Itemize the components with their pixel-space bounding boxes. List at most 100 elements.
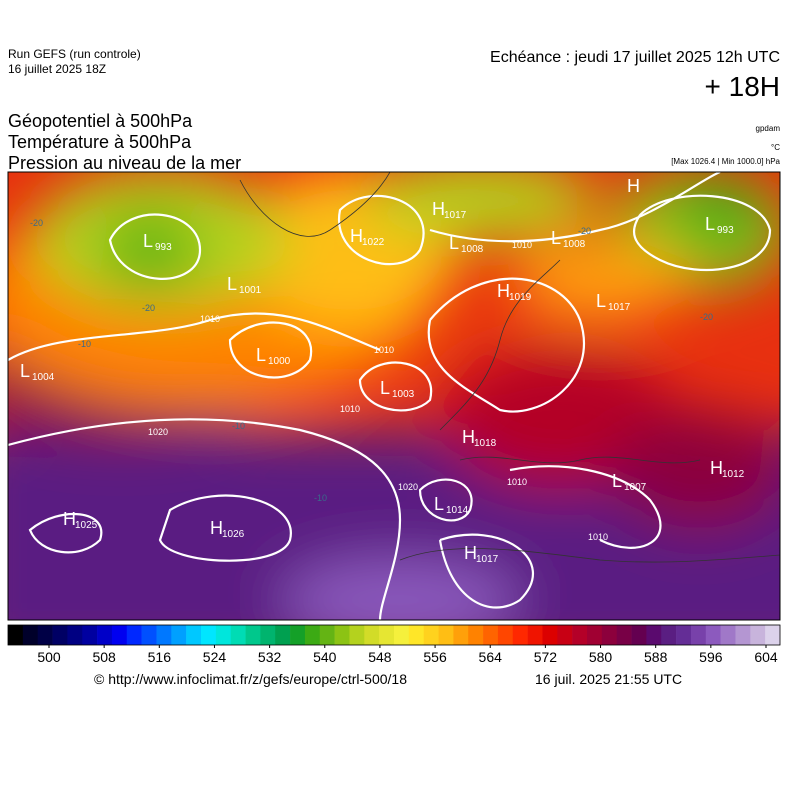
colorbar-tick-label: 580 xyxy=(589,649,613,665)
colorbar-swatch xyxy=(438,625,454,645)
pressure-value: 1017 xyxy=(444,210,467,221)
colorbar-tick-label: 516 xyxy=(148,649,172,665)
pressure-value: 993 xyxy=(717,225,734,236)
pressure-value: 1008 xyxy=(563,239,586,250)
colorbar-swatch xyxy=(141,625,157,645)
colorbar-swatch xyxy=(260,625,276,645)
colorbar-swatch xyxy=(423,625,439,645)
colorbar-tick-label: 588 xyxy=(644,649,668,665)
temperature-label: -10 xyxy=(78,339,91,349)
colorbar-swatch xyxy=(349,625,365,645)
pressure-center: H 1017 xyxy=(464,543,499,565)
colorbar-swatch xyxy=(275,625,291,645)
colorbar-tick-label: 508 xyxy=(92,649,116,665)
colorbar-swatch xyxy=(67,625,83,645)
isobar-label: 1020 xyxy=(148,427,168,437)
pressure-symbol: L xyxy=(596,291,606,311)
pressure-center: L 993 xyxy=(143,231,172,253)
colorbar-tick-label: 604 xyxy=(754,649,778,665)
colorbar-tick-label: 564 xyxy=(479,649,503,665)
pressure-value: 1022 xyxy=(362,237,385,248)
pressure-center: L 1017 xyxy=(596,291,631,313)
pressure-center: H xyxy=(627,176,640,196)
colorbar-swatch xyxy=(750,625,766,645)
colorbar-swatch xyxy=(587,625,603,645)
colorbar-swatch xyxy=(304,625,321,645)
colorbar-swatch xyxy=(646,625,662,645)
pressure-symbol: L xyxy=(551,228,561,248)
pressure-symbol: L xyxy=(380,378,390,398)
temperature-label: -10 xyxy=(314,493,327,503)
pressure-symbol: H xyxy=(210,518,223,538)
colorbar-swatch xyxy=(616,625,632,645)
colorbar-tick-label: 540 xyxy=(313,649,337,665)
pressure-value: 1008 xyxy=(461,244,484,255)
pressure-symbol: H xyxy=(432,199,445,219)
colorbar-swatch xyxy=(379,625,395,645)
colorbar-swatch xyxy=(690,625,707,645)
pressure-value: 1001 xyxy=(239,285,262,296)
colorbar-swatch xyxy=(527,625,543,645)
pressure-value: 1026 xyxy=(222,529,245,540)
colorbar-tick-label: 548 xyxy=(368,649,392,665)
pressure-center: L 993 xyxy=(705,214,734,236)
title: Température à 500hPa xyxy=(8,132,192,152)
colorbar-swatch xyxy=(453,625,469,645)
title: Géopotentiel à 500hPa xyxy=(8,111,193,131)
colorbar-swatch xyxy=(334,625,350,645)
pressure-center: H 1012 xyxy=(710,458,745,480)
temperature-label: -10 xyxy=(232,421,245,431)
pressure-symbol: L xyxy=(143,231,153,251)
colorbar-swatch xyxy=(483,625,499,645)
colorbar-swatch xyxy=(201,625,217,645)
isobar-label: 1010 xyxy=(512,240,532,250)
pressure-symbol: H xyxy=(710,458,723,478)
pressure-symbol: H xyxy=(462,427,475,447)
unit: [Max 1026.4 | Min 1000.0] hPa xyxy=(671,157,780,166)
colorbar-swatch xyxy=(394,625,410,645)
colorbar-swatch xyxy=(126,625,142,645)
pressure-center: H 1022 xyxy=(350,226,385,248)
colorbar-swatch xyxy=(171,625,187,645)
colorbar-swatch xyxy=(37,625,53,645)
map xyxy=(8,172,780,620)
pressure-symbol: L xyxy=(227,274,237,294)
pressure-symbol: L xyxy=(612,471,622,491)
pressure-center: H 1019 xyxy=(497,281,532,303)
source: © http://www.infoclimat.fr/z/gefs/europe… xyxy=(94,671,407,687)
pressure-value: 1019 xyxy=(509,292,532,303)
pressure-value: 1012 xyxy=(722,469,745,480)
colorbar-swatch xyxy=(572,625,588,645)
pressure-value: 1017 xyxy=(608,302,631,313)
title: Pression au niveau de la mer xyxy=(8,153,241,173)
colorbar-frame xyxy=(7,624,781,646)
pressure-symbol: H xyxy=(627,176,640,196)
pressure-symbol: H xyxy=(497,281,510,301)
pressure-symbol: L xyxy=(705,214,715,234)
colorbar-swatch xyxy=(186,625,202,645)
colorbar-tick-label: 556 xyxy=(423,649,447,665)
pressure-symbol: H xyxy=(63,509,76,529)
pressure-value: 1004 xyxy=(32,372,55,383)
colorbar-swatch xyxy=(111,625,128,645)
isobar-label: 1010 xyxy=(374,345,394,355)
isobar-label: 1010 xyxy=(507,477,527,487)
pressure-center: H 1018 xyxy=(462,427,497,449)
pressure-symbol: L xyxy=(20,361,30,381)
isobar-label: 1010 xyxy=(340,404,360,414)
pressure-symbol: H xyxy=(350,226,363,246)
colorbar-swatch xyxy=(512,625,528,645)
pressure-value: 1003 xyxy=(392,389,415,400)
pressure-value: 1000 xyxy=(268,356,291,367)
colorbar-tick-label: 532 xyxy=(258,649,282,665)
pressure-center: L 1007 xyxy=(612,471,647,493)
colorbar-swatch xyxy=(230,625,246,645)
colorbar-swatch xyxy=(497,625,514,645)
colorbar-swatch xyxy=(82,625,98,645)
colorbar-swatch xyxy=(720,625,736,645)
valid-time: Echéance : jeudi 17 juillet 2025 12h UTC xyxy=(490,49,780,66)
temperature-label: -20 xyxy=(578,226,591,236)
colorbar-swatch xyxy=(97,625,113,645)
pressure-center: L 1014 xyxy=(434,494,469,516)
colorbar-swatch xyxy=(735,625,751,645)
